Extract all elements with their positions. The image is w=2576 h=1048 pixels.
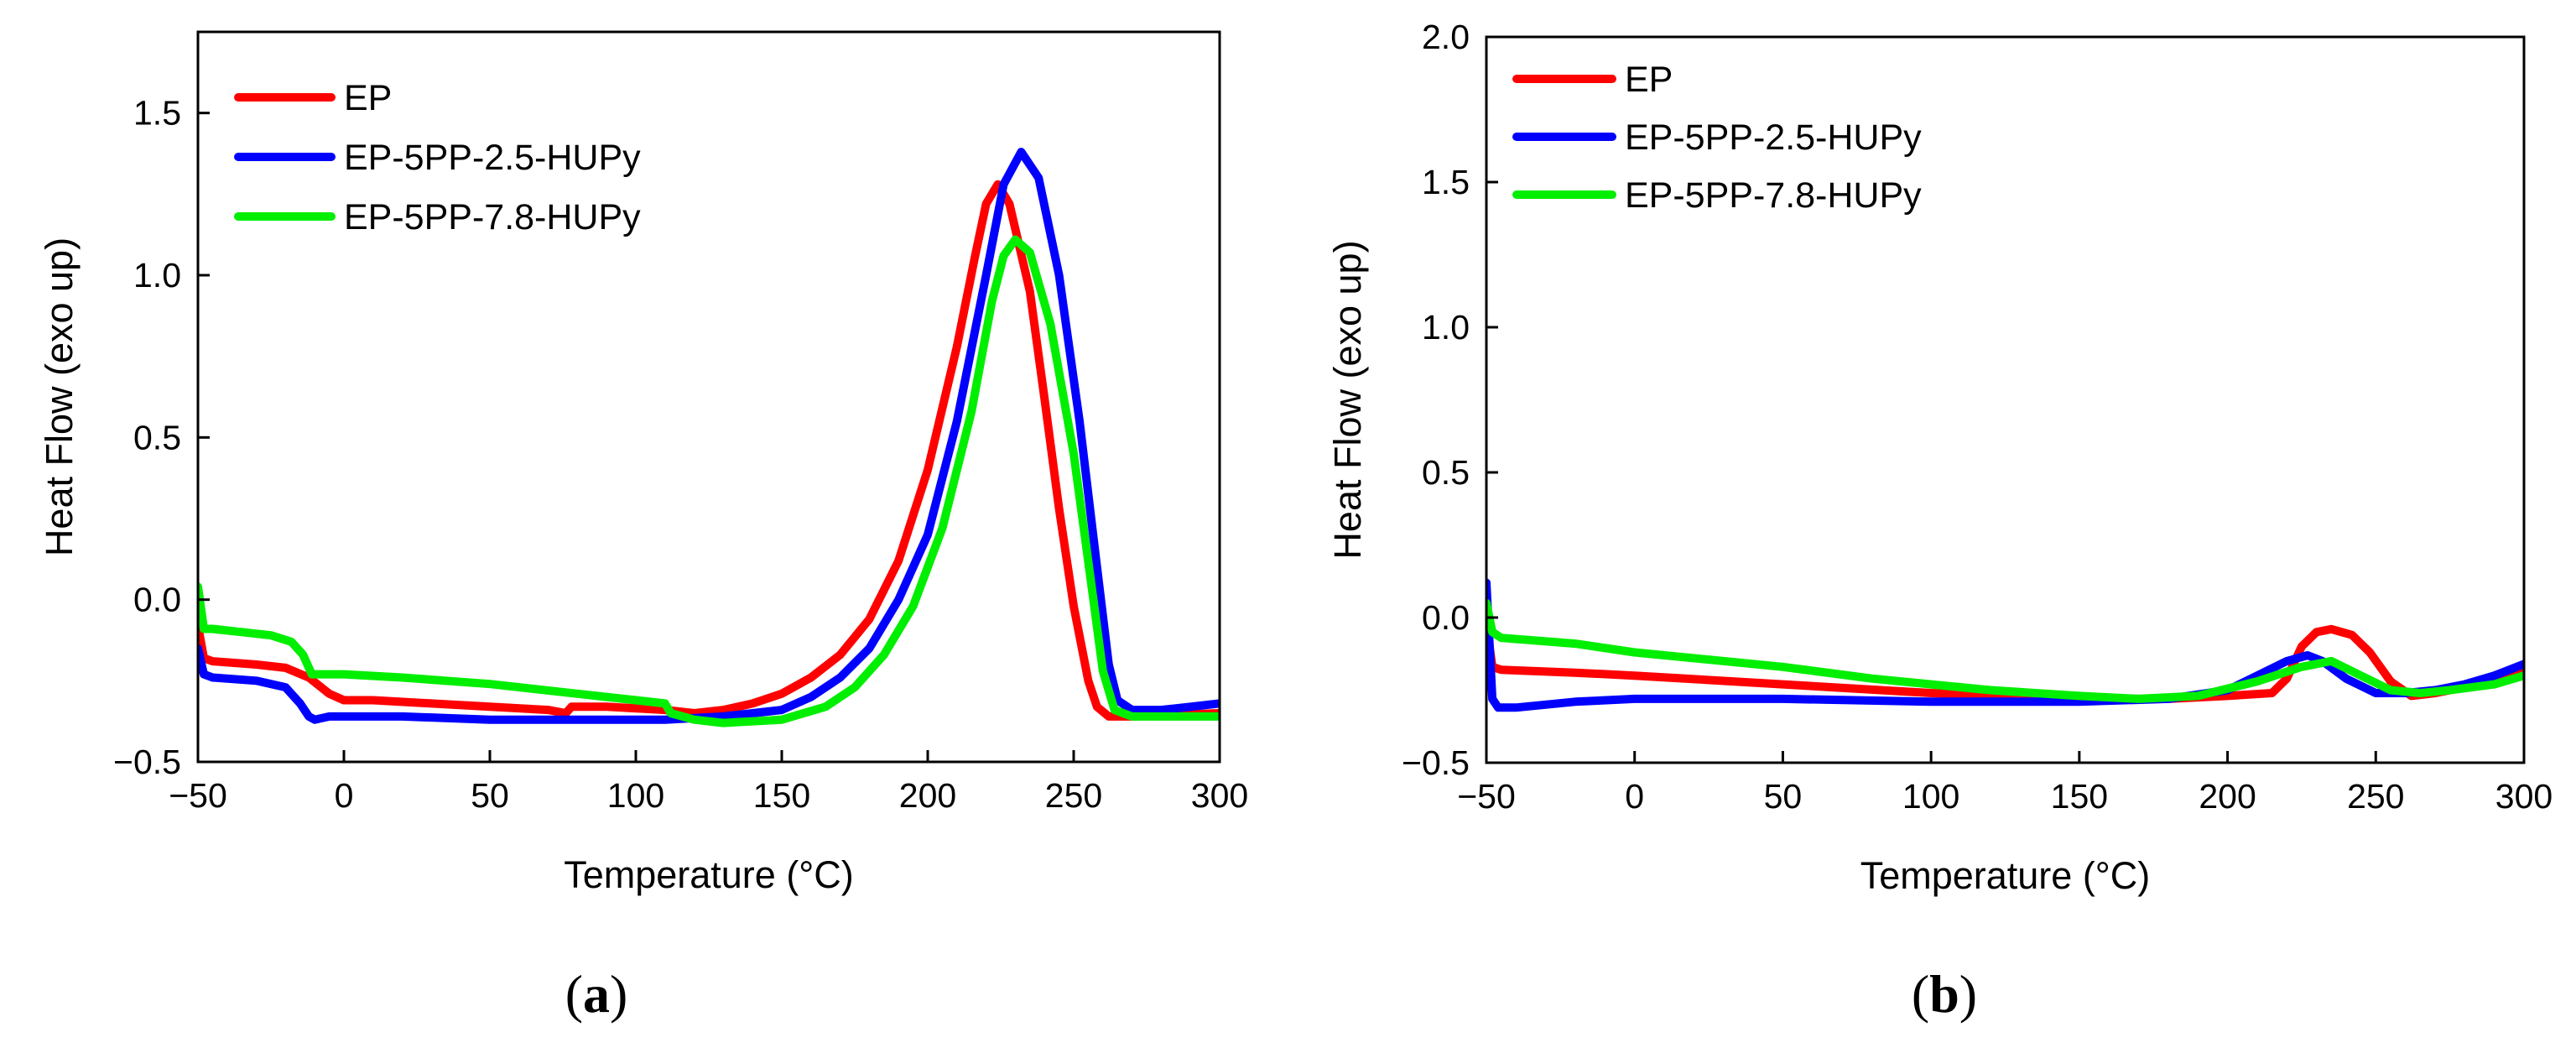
x-tick-label: 150 [2051,777,2108,816]
x-tick-label: −50 [169,776,227,815]
y-tick-label: 0.5 [133,418,181,456]
y-tick-label: −0.5 [113,743,181,781]
series-line-2 [1486,598,2524,703]
legend-label: EP-5PP-2.5-HUPy [1625,117,1922,158]
y-tick-label: 0.0 [133,581,181,619]
x-tick-label: 100 [1902,777,1959,816]
x-tick-label: 150 [753,776,810,815]
x-tick-label: 0 [1625,777,1644,816]
legend-label: EP [344,78,392,118]
panel-label-open: ( [1912,964,1929,1024]
series-group [198,148,1220,727]
y-tick-label: 2.0 [1422,18,1470,56]
x-tick-label: 200 [2199,777,2256,816]
panel-label-letter: a [583,964,610,1024]
panel-label: (b) [1912,964,1977,1024]
panel-label-letter: b [1929,964,1959,1024]
legend-label: EP-5PP-2.5-HUPy [344,138,641,178]
plot-frame [1485,35,2526,764]
x-tick-label: 250 [2347,777,2404,816]
x-tick-label: 100 [607,776,664,815]
x-axis-title: Temperature (°C) [564,853,854,896]
x-tick-label: 300 [1191,776,1248,815]
series-line-0 [198,180,1220,721]
legend-label: EP [1625,60,1673,100]
x-tick-label: −50 [1457,777,1516,816]
y-tick-label: 0.0 [1422,598,1470,637]
y-axis-title: Heat Flow (exo up) [1326,240,1369,559]
panel-label: (a) [565,964,628,1024]
x-tick-label: 50 [471,776,509,815]
panel-a: −50 0 50 100 150 200 250 300 −0.5 0.0 0.5 1.0 1.5 Tem… [38,30,1248,1024]
x-tick-label: 200 [899,776,956,815]
x-tick-label: 50 [1764,777,1803,816]
y-tick-label: 0.5 [1422,453,1470,492]
series-line-1 [198,148,1220,724]
panel-label-close: ) [610,964,627,1024]
y-tick-label: 1.5 [1422,163,1470,201]
y-axis-title: Heat Flow (exo up) [38,237,81,556]
panel-b: −50 0 50 100 150 200 250 300 −0.5 0.0 0.5 1.0 1.5 2.0… [1326,18,2553,1024]
panel-label-close: ) [1959,964,1977,1024]
y-tick-label: 1.5 [133,94,181,133]
legend: EP EP-5PP-2.5-HUPy EP-5PP-7.8-HUPy [234,78,641,237]
x-tick-label: 300 [2495,777,2553,816]
x-tick-label: 250 [1045,776,1102,815]
legend-label: EP-5PP-7.8-HUPy [1625,175,1922,216]
series-line-2 [198,235,1220,727]
x-axis-title: Temperature (°C) [1860,854,2151,897]
legend: EP EP-5PP-2.5-HUPy EP-5PP-7.8-HUPy [1512,60,1922,216]
plot-frame [196,30,1221,764]
series-group [1486,578,2524,712]
legend-label: EP-5PP-7.8-HUPy [344,197,641,237]
y-tick-label: 1.0 [1422,308,1470,347]
x-tick-label: 0 [335,776,354,815]
y-tick-label: −0.5 [1402,743,1470,782]
panel-label-open: ( [565,964,583,1024]
y-tick-label: 1.0 [133,256,181,295]
